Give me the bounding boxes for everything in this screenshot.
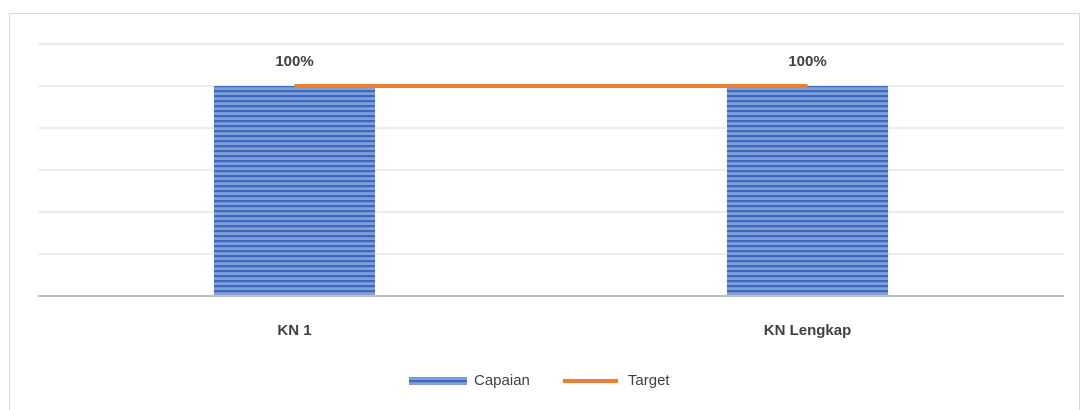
bar bbox=[213, 86, 376, 296]
x-tick-label: KN Lengkap bbox=[764, 322, 852, 339]
data-label: 100% bbox=[788, 53, 826, 70]
legend-label: Target bbox=[628, 372, 671, 389]
bar bbox=[726, 86, 889, 296]
legend-swatch bbox=[409, 377, 467, 385]
x-tick-label: KN 1 bbox=[277, 322, 311, 339]
data-label: 100% bbox=[275, 53, 313, 70]
legend-label: Capaian bbox=[474, 372, 530, 389]
